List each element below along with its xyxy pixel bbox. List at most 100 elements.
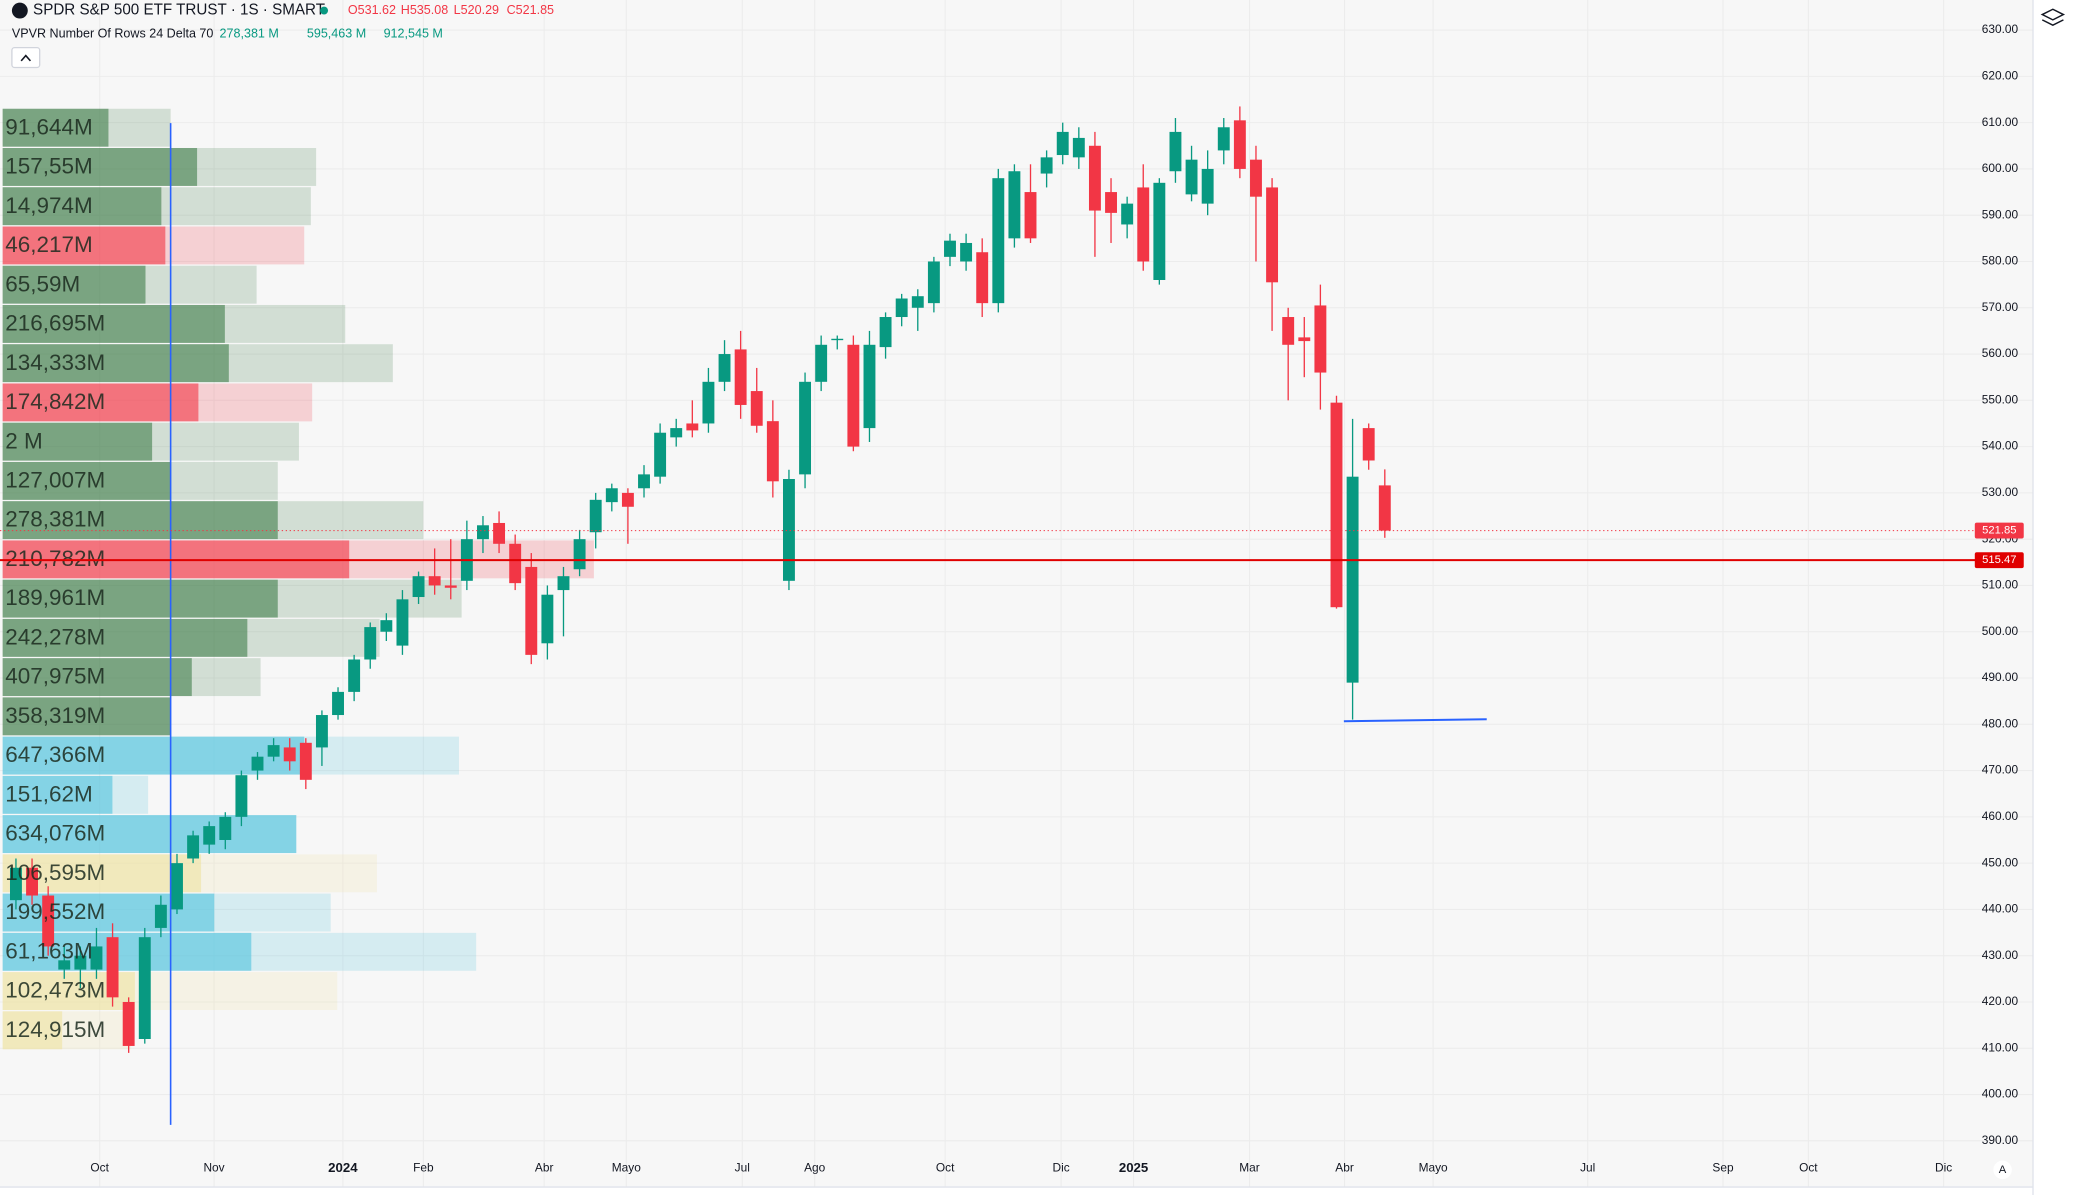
indicator-value: 912,545 M bbox=[384, 27, 443, 41]
profile-inner bbox=[2, 815, 297, 854]
candle-body bbox=[589, 499, 602, 533]
candle-body bbox=[444, 585, 457, 588]
candle-body bbox=[1185, 159, 1198, 195]
candle-body bbox=[396, 599, 409, 646]
profile-label: 102,473M bbox=[5, 978, 105, 1003]
y-tick-label: 470.00 bbox=[1982, 763, 2019, 777]
candle-body bbox=[203, 826, 216, 845]
collapse-button-frame[interactable] bbox=[11, 46, 41, 69]
candle-body bbox=[1266, 187, 1279, 283]
axes: 390.00 400.00 410.00 420.00 430.00 440.00 450.… bbox=[90, 22, 2024, 1175]
layers-button[interactable] bbox=[2040, 8, 2066, 26]
candle-body bbox=[895, 298, 908, 318]
profile-label: 127,007M bbox=[5, 467, 105, 492]
price-tag bbox=[1974, 522, 2024, 539]
profile-inner bbox=[2, 108, 109, 147]
candle-body bbox=[235, 775, 248, 817]
candle-body bbox=[251, 756, 264, 771]
candle-body bbox=[815, 344, 828, 382]
candles bbox=[9, 106, 1391, 1053]
market-status bbox=[320, 6, 329, 15]
candle-body bbox=[1137, 187, 1150, 262]
candle-body bbox=[1040, 157, 1053, 174]
profile-label: 157,55M bbox=[5, 154, 92, 179]
y-tick-label: 400.00 bbox=[1982, 1087, 2019, 1101]
candle-body bbox=[42, 895, 55, 947]
profile-label: 65,59M bbox=[5, 271, 80, 296]
y-tick-label: 600.00 bbox=[1982, 161, 2019, 175]
candle-body bbox=[74, 955, 87, 970]
candle-body bbox=[1105, 192, 1117, 213]
y-tick-label: 460.00 bbox=[1982, 809, 2019, 823]
profile-inner bbox=[2, 658, 192, 697]
candle-body bbox=[944, 240, 956, 257]
candle-body bbox=[1298, 337, 1311, 342]
x-tick-label: Abr bbox=[535, 1161, 554, 1175]
candle-body bbox=[267, 745, 280, 757]
candle-body bbox=[1008, 171, 1021, 239]
candle-body bbox=[509, 543, 522, 584]
candle-body bbox=[1201, 168, 1214, 204]
candle-body bbox=[154, 904, 167, 928]
candle-body bbox=[315, 715, 328, 748]
candle-body bbox=[670, 428, 683, 438]
candle-body bbox=[380, 620, 393, 632]
candle-body bbox=[863, 344, 876, 429]
candle-body bbox=[26, 867, 38, 896]
y-tick-label: 620.00 bbox=[1982, 69, 2019, 83]
ohlc-value: H535.08 bbox=[401, 3, 448, 17]
y-tick-label: 500.00 bbox=[1982, 624, 2019, 638]
x-tick-label: Sep bbox=[1712, 1161, 1734, 1175]
profile-label: 91,644M bbox=[5, 114, 92, 139]
candle-body bbox=[9, 867, 22, 901]
profile-inner bbox=[2, 383, 199, 422]
candle-body bbox=[348, 659, 361, 692]
candle-body bbox=[573, 539, 586, 570]
candle-body bbox=[90, 946, 103, 970]
candle-body bbox=[702, 381, 715, 424]
candle-body bbox=[299, 742, 312, 780]
y-tick-label: 580.00 bbox=[1982, 254, 2019, 268]
candle-body bbox=[605, 488, 618, 503]
candle-body bbox=[1056, 131, 1069, 156]
profile-label: 61,163M bbox=[5, 938, 92, 963]
collapse-button[interactable] bbox=[11, 46, 41, 69]
collapse-icon[interactable] bbox=[20, 54, 32, 62]
candle-body bbox=[106, 937, 119, 998]
autoscale-label[interactable]: A bbox=[1999, 1164, 2007, 1176]
y-tick-label: 610.00 bbox=[1982, 115, 2019, 129]
price-tag bbox=[1974, 552, 2024, 569]
trend-line bbox=[1343, 718, 1487, 723]
profile-label: 358,319M bbox=[5, 703, 105, 728]
profile-inner bbox=[2, 148, 198, 186]
layers-icon[interactable] bbox=[2040, 8, 2066, 26]
x-tick-label: Dic bbox=[1935, 1161, 1952, 1175]
profile-label: 647,366M bbox=[5, 742, 105, 767]
candle-body bbox=[283, 747, 296, 762]
y-tick-label: 390.00 bbox=[1982, 1133, 2019, 1147]
profile-inner bbox=[2, 226, 166, 265]
profile-inner bbox=[2, 422, 153, 461]
candle-body bbox=[1330, 402, 1343, 608]
y-tick-label: 410.00 bbox=[1982, 1040, 2019, 1054]
candle-body bbox=[1362, 428, 1375, 461]
candle-body bbox=[992, 178, 1005, 304]
candle-body bbox=[477, 525, 489, 540]
profile-label: 151,62M bbox=[5, 781, 92, 806]
autoscale-button[interactable] bbox=[1993, 1160, 2012, 1180]
candle-body bbox=[734, 349, 747, 405]
ohlc-value: C521.85 bbox=[507, 3, 554, 17]
candle-body bbox=[750, 391, 763, 426]
candle-body bbox=[879, 317, 892, 348]
profile-label: 199,552M bbox=[5, 899, 105, 924]
candle-body bbox=[428, 576, 441, 586]
candle-body bbox=[219, 816, 232, 840]
indicator-value: 278,381 M bbox=[220, 27, 279, 41]
grid bbox=[0, 0, 2033, 1188]
ohlc-value: O531.62 bbox=[348, 3, 396, 17]
y-tick-label: 550.00 bbox=[1982, 392, 2019, 406]
x-tick-label: Jul bbox=[735, 1161, 750, 1175]
y-tick-label: 570.00 bbox=[1982, 300, 2019, 314]
x-tick-label: Mar bbox=[1239, 1161, 1260, 1175]
